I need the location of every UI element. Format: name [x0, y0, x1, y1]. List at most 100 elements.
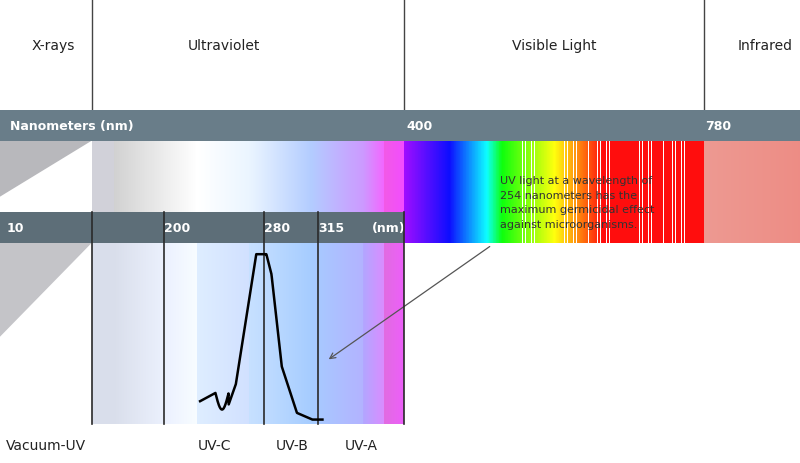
Bar — [98, 141, 99, 243]
Bar — [88, 141, 89, 243]
Bar — [66, 141, 68, 243]
Bar — [322, 243, 323, 424]
Bar — [180, 141, 181, 243]
Bar — [347, 141, 349, 243]
Bar — [124, 141, 126, 243]
Bar — [105, 141, 106, 243]
Bar — [290, 243, 291, 424]
Bar — [149, 243, 150, 424]
Bar — [385, 243, 386, 424]
Bar — [385, 141, 386, 243]
Bar — [293, 141, 294, 243]
Bar — [327, 243, 328, 424]
Bar — [361, 141, 362, 243]
Bar — [140, 141, 142, 243]
Bar — [380, 243, 381, 424]
Bar — [288, 141, 289, 243]
Bar — [154, 243, 155, 424]
Bar — [155, 141, 157, 243]
Bar — [227, 141, 228, 243]
Bar — [9, 243, 10, 424]
Bar — [278, 141, 280, 243]
Bar — [62, 141, 64, 243]
Bar — [373, 141, 374, 243]
Bar — [203, 141, 204, 243]
Bar — [12, 141, 13, 243]
Bar — [254, 141, 255, 243]
Bar — [24, 141, 26, 243]
Bar — [157, 141, 158, 243]
Bar — [186, 141, 187, 243]
Bar — [349, 141, 350, 243]
Bar — [168, 243, 169, 424]
Bar — [38, 141, 39, 243]
Bar — [738, 141, 739, 243]
Bar — [234, 141, 235, 243]
Bar — [116, 243, 117, 424]
Bar — [82, 243, 83, 424]
Bar — [130, 243, 131, 424]
Bar — [201, 141, 202, 243]
Bar — [372, 243, 373, 424]
Polygon shape — [0, 141, 92, 197]
Bar — [298, 141, 299, 243]
Bar — [787, 141, 789, 243]
Bar — [369, 243, 370, 424]
Bar — [118, 243, 119, 424]
Bar — [760, 141, 762, 243]
Bar — [350, 141, 351, 243]
Text: Nanometers (nm): Nanometers (nm) — [10, 119, 134, 133]
Bar — [173, 243, 174, 424]
Bar — [19, 243, 20, 424]
Bar — [314, 243, 315, 424]
Bar — [381, 243, 382, 424]
Bar — [136, 243, 138, 424]
Bar — [150, 141, 151, 243]
Bar — [192, 243, 193, 424]
Bar — [209, 141, 210, 243]
Bar — [288, 243, 289, 424]
Bar — [313, 141, 314, 243]
Bar — [261, 243, 262, 424]
Bar — [247, 141, 249, 243]
Bar — [789, 141, 790, 243]
Bar — [109, 243, 110, 424]
Bar — [301, 243, 302, 424]
Bar — [83, 141, 84, 243]
Bar — [13, 141, 14, 243]
Bar — [402, 243, 403, 424]
Bar — [328, 141, 330, 243]
Bar — [142, 141, 143, 243]
Bar — [224, 141, 226, 243]
Bar — [726, 141, 728, 243]
Bar — [299, 141, 300, 243]
Bar — [50, 243, 51, 424]
Bar — [112, 243, 113, 424]
Bar — [197, 141, 198, 243]
Bar — [0, 141, 800, 243]
Bar — [108, 243, 109, 424]
Bar — [382, 141, 384, 243]
Bar — [77, 141, 78, 243]
Bar — [351, 243, 353, 424]
Bar — [199, 141, 200, 243]
Text: 315: 315 — [318, 221, 345, 235]
Bar — [779, 141, 781, 243]
Bar — [47, 141, 49, 243]
Bar — [316, 141, 317, 243]
Bar — [223, 243, 224, 424]
Bar — [338, 243, 339, 424]
Bar — [69, 141, 70, 243]
Bar — [284, 243, 285, 424]
Bar — [253, 141, 254, 243]
Bar — [122, 141, 123, 243]
Bar — [392, 243, 393, 424]
Bar — [227, 243, 228, 424]
Bar — [321, 141, 322, 243]
Bar — [369, 141, 370, 243]
Bar — [85, 141, 86, 243]
Bar — [224, 243, 226, 424]
Bar — [291, 243, 292, 424]
Bar — [17, 141, 18, 243]
Bar — [309, 243, 310, 424]
